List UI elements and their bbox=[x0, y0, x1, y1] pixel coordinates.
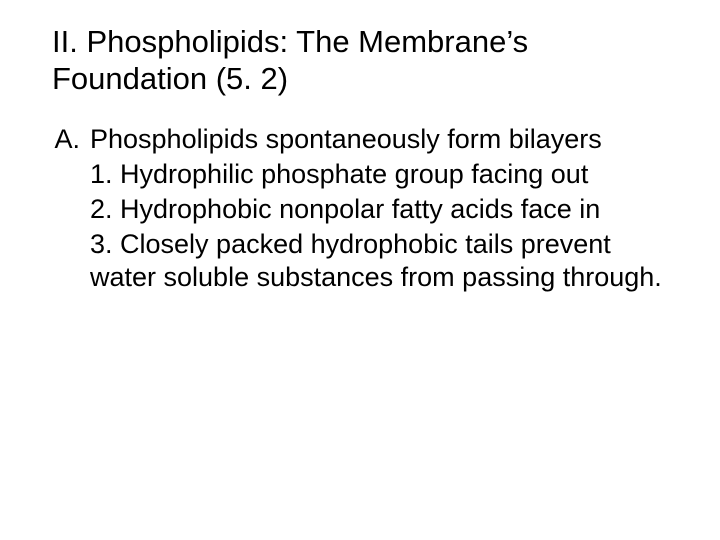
outline-sublist: 1. Hydrophilic phosphate group facing ou… bbox=[90, 158, 680, 294]
outline-marker: A. bbox=[40, 123, 90, 156]
outline-item-a: A. Phospholipids spontaneously form bila… bbox=[40, 123, 680, 156]
outline-subitem: 2. Hydrophobic nonpolar fatty acids face… bbox=[90, 193, 680, 226]
slide: II. Phospholipids: The Membrane’s Founda… bbox=[0, 0, 720, 540]
slide-title: II. Phospholipids: The Membrane’s Founda… bbox=[52, 24, 680, 97]
outline-subitem: 3. Closely packed hydrophobic tails prev… bbox=[90, 228, 680, 294]
outline-text: Phospholipids spontaneously form bilayer… bbox=[90, 123, 680, 156]
outline-subitem: 1. Hydrophilic phosphate group facing ou… bbox=[90, 158, 680, 191]
slide-body: A. Phospholipids spontaneously form bila… bbox=[40, 123, 680, 294]
